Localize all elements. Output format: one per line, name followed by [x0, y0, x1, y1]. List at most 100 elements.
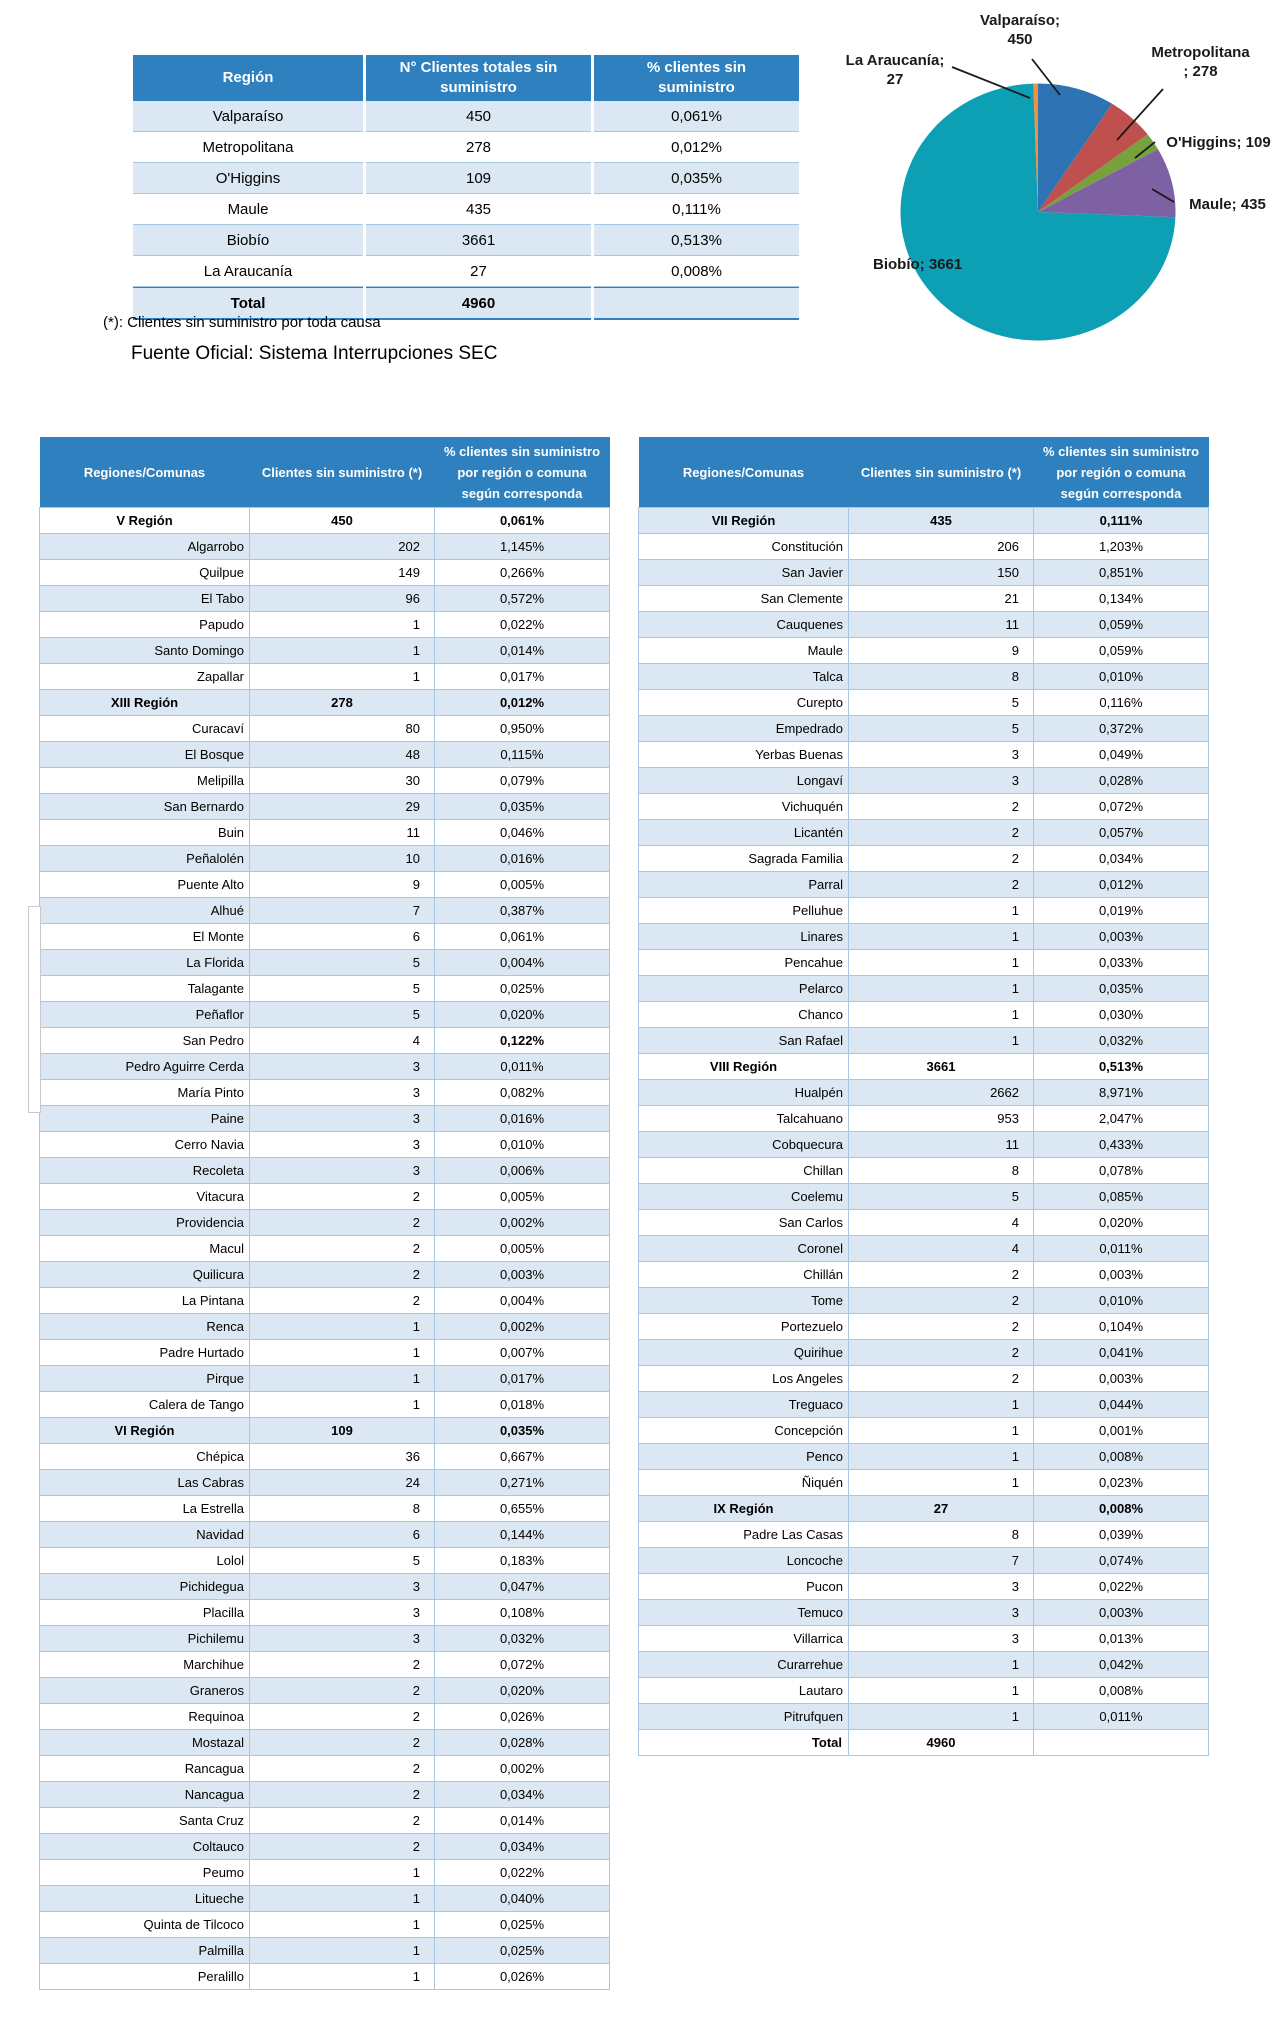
- cell-clients: 3: [249, 1053, 435, 1080]
- cell-name: Calera de Tango: [39, 1391, 250, 1418]
- commune-row: Navidad 6 0,144%: [39, 1521, 610, 1548]
- cell-pct: 0,003%: [1033, 923, 1209, 950]
- commune-row: La Florida 5 0,004%: [39, 949, 610, 976]
- cell-name: Talagante: [39, 975, 250, 1002]
- commune-row: Talca 8 0,010%: [638, 663, 1209, 690]
- cell-name: Empedrado: [638, 715, 849, 742]
- commune-row: Loncoche 7 0,074%: [638, 1547, 1209, 1574]
- table-header-row: Regiones/Comunas Clientes sin suministro…: [638, 437, 1209, 508]
- commune-row: Yerbas Buenas 3 0,049%: [638, 741, 1209, 768]
- summary-row: Metropolitana 278 0,012%: [133, 132, 799, 163]
- cell-pct: 0,011%: [1033, 1703, 1209, 1730]
- cell-name: San Clemente: [638, 585, 849, 612]
- commune-row: Algarrobo 202 1,145%: [39, 533, 610, 560]
- cell-name: Litueche: [39, 1885, 250, 1912]
- cell-name: Linares: [638, 923, 849, 950]
- cell-clients: 1: [249, 1911, 435, 1938]
- cell-name: María Pinto: [39, 1079, 250, 1106]
- cell-clients: 8: [249, 1495, 435, 1522]
- cell-name: Pelarco: [638, 975, 849, 1002]
- cell-clients: 3: [249, 1599, 435, 1626]
- commune-row: Peralillo 1 0,026%: [39, 1963, 610, 1990]
- commune-row: Renca 1 0,002%: [39, 1313, 610, 1340]
- commune-row: Talagante 5 0,025%: [39, 975, 610, 1002]
- commune-row: Chanco 1 0,030%: [638, 1001, 1209, 1028]
- commune-row: Pucon 3 0,022%: [638, 1573, 1209, 1600]
- cell-pct: 0,057%: [1033, 819, 1209, 846]
- commune-row: Recoleta 3 0,006%: [39, 1157, 610, 1184]
- cell-pct: 0,085%: [1033, 1183, 1209, 1210]
- cell-pct: 0,026%: [434, 1703, 610, 1730]
- pie-label-value: 450: [1007, 31, 1033, 48]
- commune-row: Chillán 2 0,003%: [638, 1261, 1209, 1288]
- summary-row: La Araucanía 27 0,008%: [133, 256, 799, 287]
- cell-name: Coltauco: [39, 1833, 250, 1860]
- cell-pct: 0,572%: [434, 585, 610, 612]
- cell-pct: 0,032%: [1033, 1027, 1209, 1054]
- pie-slice-o-higgins: [1038, 134, 1158, 212]
- cell-pct: 0,042%: [1033, 1651, 1209, 1678]
- cell-clients: 435: [848, 507, 1034, 534]
- cell-clients: 96: [249, 585, 435, 612]
- cell-name: VIII Región: [638, 1053, 849, 1080]
- cell-name: San Rafael: [638, 1027, 849, 1054]
- cell-name: Coronel: [638, 1235, 849, 1262]
- cell-clients: 450: [366, 101, 591, 132]
- cell-clients: 1: [848, 1391, 1034, 1418]
- cell-pct: 0,035%: [1033, 975, 1209, 1002]
- cell-clients: 109: [249, 1417, 435, 1444]
- cell-name: Talca: [638, 663, 849, 690]
- commune-row: Requinoa 2 0,026%: [39, 1703, 610, 1730]
- footnote: (*): Clientes sin suministro por toda ca…: [103, 314, 381, 331]
- cell-name: Penco: [638, 1443, 849, 1470]
- cell-name: Temuco: [638, 1599, 849, 1626]
- cell-pct: 0,013%: [1033, 1625, 1209, 1652]
- cell-clients: 1: [249, 1937, 435, 1964]
- cell-clients: 6: [249, 923, 435, 950]
- pie-chart-area: Valparaíso; 450 La Araucanía; 27 Metropo…: [830, 5, 1285, 360]
- cell-clients: 202: [249, 533, 435, 560]
- commune-row: Nancagua 2 0,034%: [39, 1781, 610, 1808]
- region-row: XIII Región 278 0,012%: [39, 689, 610, 716]
- cell-clients: 1: [249, 1339, 435, 1366]
- cell-name: Chanco: [638, 1001, 849, 1028]
- cell-pct: 0,022%: [434, 611, 610, 638]
- pie-label-value: ; 278: [1183, 63, 1218, 80]
- cell-clients: 2: [249, 1807, 435, 1834]
- cell-pct: 0,116%: [1033, 689, 1209, 716]
- cell-pct: 0,010%: [1033, 1287, 1209, 1314]
- cell-pct: 0,115%: [434, 741, 610, 768]
- cell-name: Pencahue: [638, 949, 849, 976]
- commune-row: Lautaro 1 0,008%: [638, 1677, 1209, 1704]
- cell-name: Maule: [638, 637, 849, 664]
- cell-name: V Región: [39, 507, 250, 534]
- cell-pct: 0,028%: [434, 1729, 610, 1756]
- cell-name: Las Cabras: [39, 1469, 250, 1496]
- cell-name: San Pedro: [39, 1027, 250, 1054]
- commune-row: Vichuquén 2 0,072%: [638, 793, 1209, 820]
- cell-name: Puente Alto: [39, 871, 250, 898]
- cell-clients: 4: [848, 1209, 1034, 1236]
- commune-row: Lolol 5 0,183%: [39, 1547, 610, 1574]
- cell-pct: 0,003%: [1033, 1261, 1209, 1288]
- cell-name: San Carlos: [638, 1209, 849, 1236]
- commune-row: Quilicura 2 0,003%: [39, 1261, 610, 1288]
- cell-clients: 109: [366, 163, 591, 194]
- cell-pct: 0,108%: [434, 1599, 610, 1626]
- commune-row: San Javier 150 0,851%: [638, 559, 1209, 586]
- cell-clients: 36: [249, 1443, 435, 1470]
- summary-row: Valparaíso 450 0,061%: [133, 101, 799, 132]
- cell-clients: 2: [848, 819, 1034, 846]
- commune-row: Zapallar 1 0,017%: [39, 663, 610, 690]
- table-header-row: Regiones/Comunas Clientes sin suministro…: [39, 437, 610, 508]
- cell-pct: 0,022%: [1033, 1573, 1209, 1600]
- pie-slice-valpara-so: [1038, 83, 1113, 212]
- cell-clients: 3: [249, 1573, 435, 1600]
- cell-clients: 3: [848, 767, 1034, 794]
- commune-row: Pichilemu 3 0,032%: [39, 1625, 610, 1652]
- cell-clients: 3661: [848, 1053, 1034, 1080]
- cell-clients: 2: [249, 1261, 435, 1288]
- commune-row: Las Cabras 24 0,271%: [39, 1469, 610, 1496]
- regions-table-right: Regiones/Comunas Clientes sin suministro…: [638, 437, 1209, 1756]
